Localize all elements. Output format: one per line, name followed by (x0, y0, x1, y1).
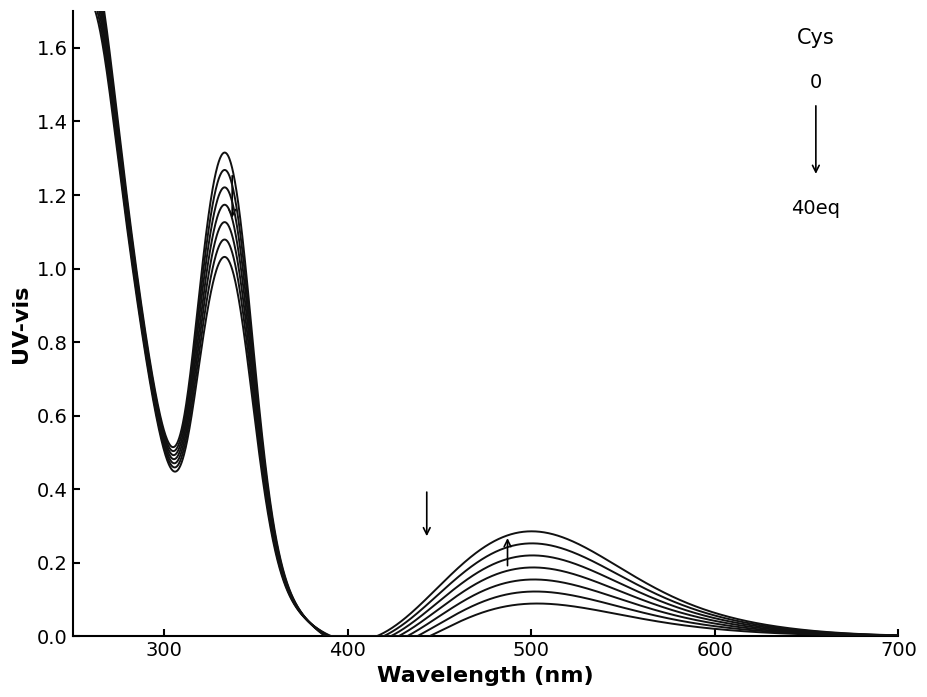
Text: 0: 0 (809, 73, 821, 92)
Text: Cys: Cys (796, 28, 833, 48)
X-axis label: Wavelength (nm): Wavelength (nm) (376, 666, 593, 686)
Y-axis label: UV-vis: UV-vis (11, 284, 32, 363)
Text: 40eq: 40eq (791, 199, 840, 217)
